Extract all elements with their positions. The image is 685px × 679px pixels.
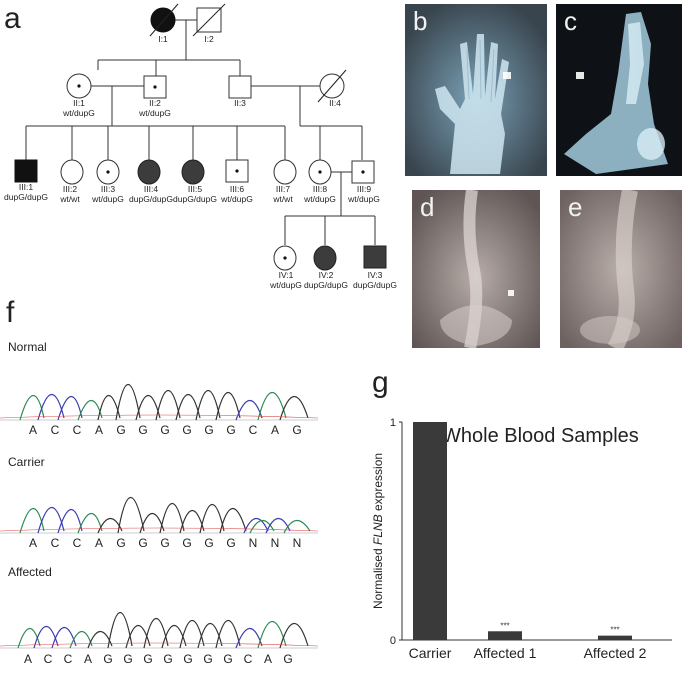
label-III4-id: III:4 (144, 184, 158, 194)
panel-letter-g: g (372, 366, 389, 399)
chromatogram-normal (0, 384, 319, 421)
y-tick-label: 1 (390, 417, 396, 429)
pedigree-III5 (181, 159, 205, 185)
panel-letter-d: d (420, 192, 435, 222)
label-II1-genotype: wt/dupG (62, 108, 95, 118)
label-I1-id: I:1 (158, 34, 168, 44)
label-II2-genotype: wt/dupG (138, 108, 171, 118)
label-III8-genotype: wt/dupG (303, 194, 336, 204)
chart-title: Whole Blood Samples (442, 425, 639, 447)
x-tick-label: Carrier (409, 645, 452, 661)
trace-label-affected: Affected (8, 565, 52, 579)
y-axis-label: Normalised FLNB expression (371, 453, 385, 609)
label-I2-id: I:2 (204, 34, 214, 44)
label-IV2-genotype: dupG/dupG (304, 280, 348, 290)
label-II3-id: II:3 (234, 98, 246, 108)
xray-spine-ap-image: d (412, 190, 540, 348)
label-III2-id: III:2 (63, 184, 77, 194)
label-III5-id: III:5 (188, 184, 202, 194)
bar-carrier (413, 422, 447, 640)
label-III8-id: III:8 (313, 184, 327, 194)
xray-foot-image: c (556, 4, 682, 176)
chromatogram-affected (0, 612, 319, 649)
label-III6-genotype: wt/dupG (220, 194, 253, 204)
label-III1-genotype: dupG/dupG (4, 192, 48, 202)
y-tick-label: 0 (390, 635, 396, 647)
panel-letter-e: e (568, 192, 583, 222)
pedigree-III7 (273, 159, 297, 185)
pedigree-II3 (228, 75, 252, 99)
panel-letter-c: c (564, 6, 577, 36)
label-II1-id: II:1 (73, 98, 85, 108)
significance-annotation: *** (500, 621, 509, 630)
trace-label-normal: Normal (8, 340, 47, 354)
pedigree-chart: I:1 I:2 II:1 wt/dupG II:2 wt/dupG II:3 I… (4, 3, 397, 290)
pedigree-IV2 (313, 245, 337, 271)
label-III6-id: III:6 (230, 184, 244, 194)
label-III4-genotype: dupG/dupG (129, 194, 173, 204)
significance-annotation: *** (610, 626, 619, 635)
label-III9-id: III:9 (357, 184, 371, 194)
trace-label-carrier: Carrier (8, 455, 45, 469)
label-III3-genotype: wt/dupG (91, 194, 124, 204)
label-III7-genotype: wt/wt (272, 194, 293, 204)
label-III5-genotype: dupG/dupG (173, 194, 217, 204)
pedigree-IV3 (363, 245, 387, 269)
label-III1-id: III:1 (19, 182, 33, 192)
bar-affected-1 (488, 631, 522, 640)
pedigree-III4 (137, 159, 161, 185)
label-III3-id: III:3 (101, 184, 115, 194)
xray-hand-image: b (405, 4, 547, 176)
label-IV3-id: IV:3 (368, 270, 383, 280)
xray-spine-lateral-image: e (560, 190, 682, 348)
panel-letter-b: b (413, 6, 428, 36)
label-IV2-id: IV:2 (319, 270, 334, 280)
x-tick-label: Affected 1 (474, 645, 537, 661)
label-III7-id: III:7 (276, 184, 290, 194)
pedigree-III2 (60, 159, 84, 185)
chromatogram-carrier (0, 497, 319, 534)
pedigree-III1 (14, 159, 38, 183)
label-IV3-genotype: dupG/dupG (353, 280, 397, 290)
label-III2-genotype: wt/wt (59, 194, 80, 204)
label-II2-id: II:2 (149, 98, 161, 108)
panel-letter-f: f (6, 296, 15, 329)
bar-affected-2 (598, 635, 632, 640)
label-III9-genotype: wt/dupG (347, 194, 380, 204)
label-II4-id: II:4 (329, 98, 341, 108)
panel-letter-a: a (4, 2, 21, 35)
label-IV1-id: IV:1 (279, 270, 294, 280)
flnb-expression-bar-chart: 0 1 Normalised FLNB expression Whole Blood … (371, 417, 672, 661)
x-tick-label: Affected 2 (584, 645, 647, 661)
label-IV1-genotype: wt/dupG (269, 280, 302, 290)
